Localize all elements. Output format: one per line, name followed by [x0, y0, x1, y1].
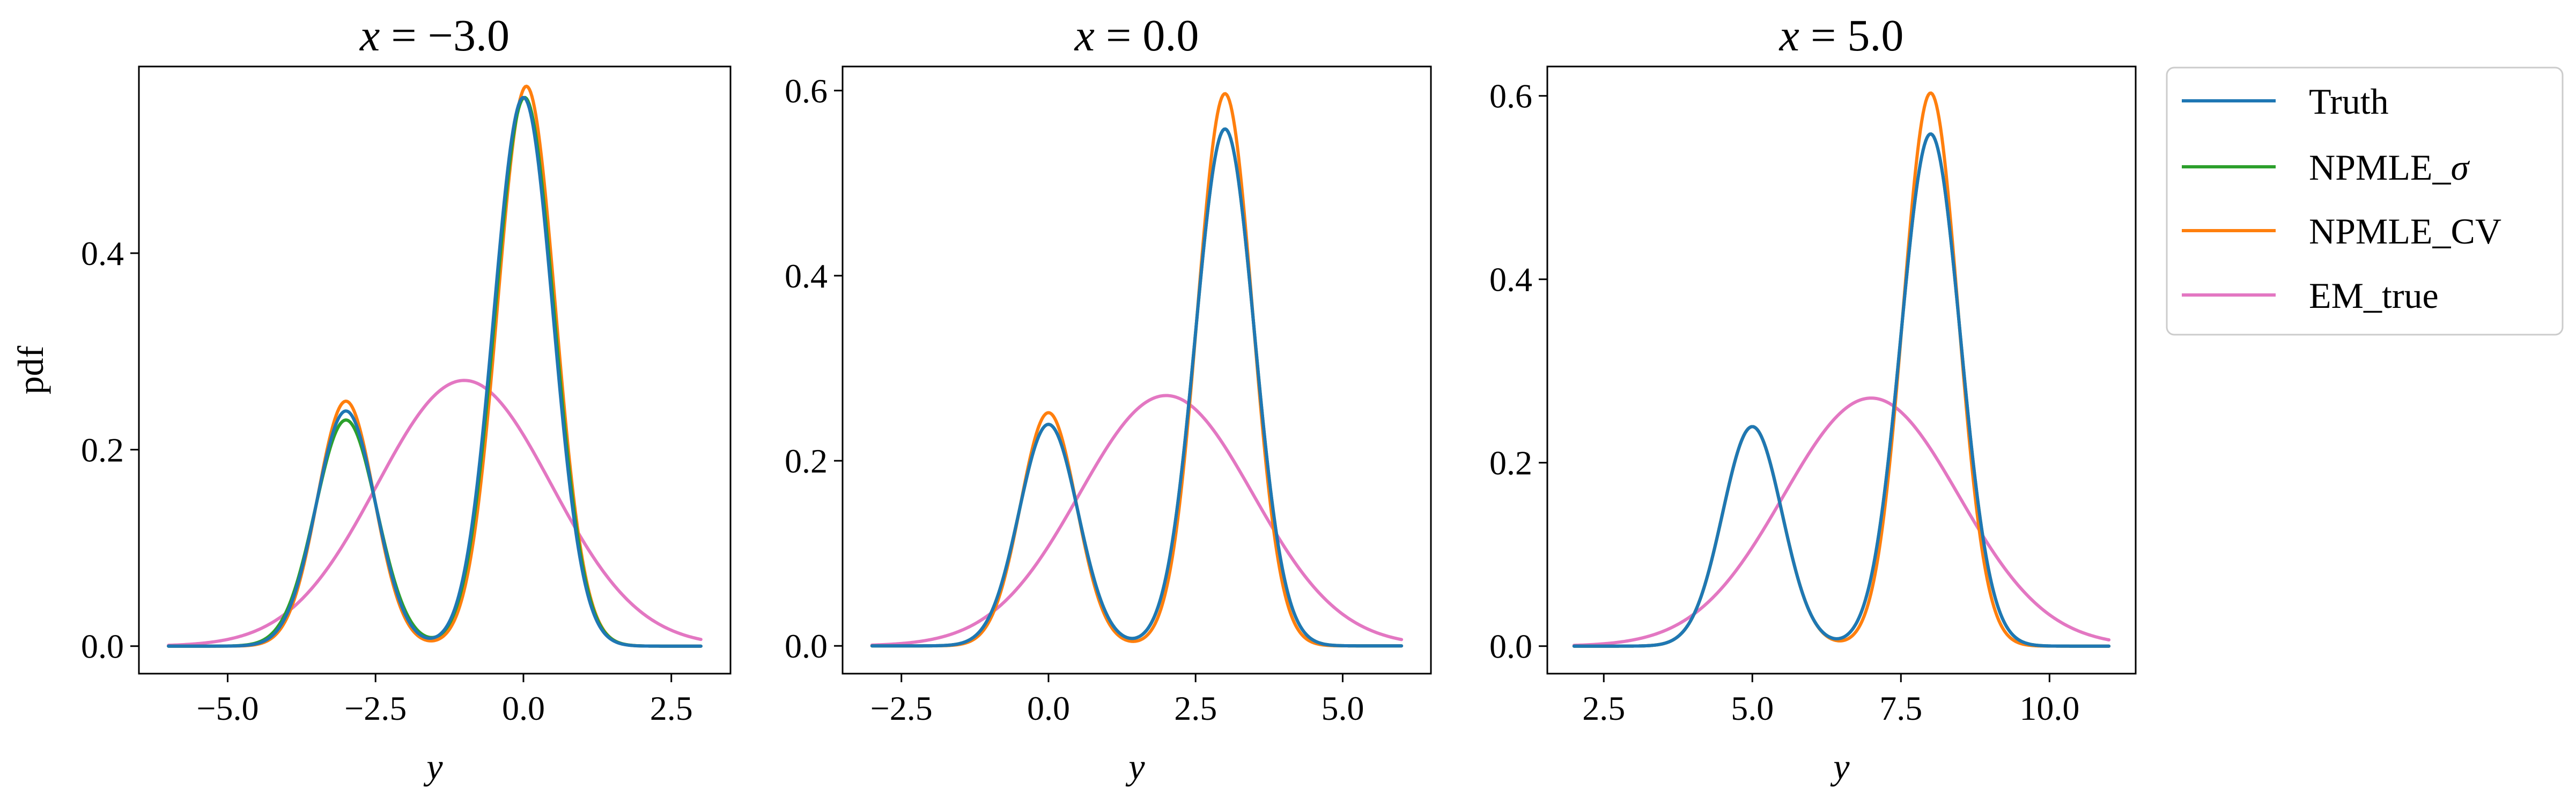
legend-label-npmle-cv: NPMLE_CV	[2309, 211, 2501, 252]
axes-frame-x-5	[1546, 65, 2137, 675]
panel-title-x-neg3: x = −3.0	[359, 11, 510, 61]
y-tick-label: 0.0	[785, 627, 828, 665]
y-tick-label: 0.6	[785, 72, 828, 110]
x-tick-label: 5.0	[1321, 689, 1364, 727]
panel-title-variable: x	[1074, 11, 1095, 61]
x-tick-label: 10.0	[2019, 689, 2079, 727]
x-tick-label: 2.5	[1582, 689, 1625, 727]
x-axis-label-x-neg3: y	[423, 746, 443, 787]
y-tick-label: 0.0	[1489, 628, 1532, 666]
y-tick-label: 0.2	[81, 431, 124, 469]
panel-title-value: = 0.0	[1095, 11, 1199, 61]
panel-title-variable: x	[1778, 11, 1799, 61]
legend-label-truth: Truth	[2309, 81, 2389, 122]
legend-label-npmle-sigma-base: NPMLE_	[2309, 147, 2451, 188]
x-tick-label: −2.5	[344, 689, 407, 727]
x-tick-label: 2.5	[650, 689, 693, 727]
series-line-truth-x-5	[1572, 132, 2111, 648]
legend-frame	[2166, 67, 2564, 336]
panel-title-value: = 5.0	[1799, 11, 1903, 61]
y-tick-label: 0.0	[81, 628, 124, 666]
panel-x-5: 2.5 5.0 7.5 10.0 0.0 0.2 0.4 0.6 y x = 5.0	[1489, 11, 2137, 787]
y-tick-label: 0.4	[1489, 261, 1532, 299]
panel-x-0: −2.5 0.0 2.5 5.0 0.0 0.2 0.4 0.6 y x = 0.0	[785, 11, 1432, 787]
x-tick-label: 7.5	[1879, 689, 1922, 727]
panel-x-neg3: −5.0 −2.5 0.0 2.5 0.0 0.2 0.4 y pdf x = −3.0	[10, 11, 732, 787]
y-tick-label: 0.6	[1489, 77, 1532, 115]
x-tick-label: 0.0	[502, 689, 545, 727]
series-line-em-true-x-0	[870, 394, 1404, 647]
panel-title-x-0: x = 0.0	[1074, 11, 1199, 61]
panel-title-x-5: x = 5.0	[1778, 11, 1904, 61]
panel-title-variable: x	[359, 11, 380, 61]
x-tick-label: 5.0	[1731, 689, 1774, 727]
y-tick-label: 0.2	[785, 442, 828, 480]
y-tick-label: 0.2	[1489, 444, 1532, 482]
series-line-em-true-x-neg3	[167, 379, 703, 647]
y-tick-label: 0.4	[785, 257, 828, 295]
legend: Truth NPMLE_σ NPMLE_CV EM_true	[2166, 67, 2564, 336]
axes-frame-x-0	[842, 65, 1432, 675]
x-tick-label: 2.5	[1174, 689, 1217, 727]
legend-label-npmle-sigma-symbol: σ	[2450, 147, 2470, 188]
x-tick-label: 0.0	[1027, 689, 1070, 727]
y-tick-label: 0.4	[81, 234, 124, 272]
legend-label-em-true: EM_true	[2309, 275, 2439, 316]
axes-frame-x-neg3	[138, 65, 732, 675]
y-axis-label: pdf	[10, 345, 51, 394]
x-tick-label: −5.0	[196, 689, 259, 727]
x-axis-label-x-5: y	[1830, 746, 1850, 787]
series-line-truth-x-neg3	[167, 95, 703, 648]
panel-title-value: = −3.0	[380, 11, 510, 61]
legend-label-npmle-sigma: NPMLE_σ	[2309, 147, 2470, 188]
x-axis-label-x-0: y	[1125, 746, 1145, 787]
series-line-em-true-x-5	[1572, 396, 2111, 647]
x-tick-label: −2.5	[870, 689, 933, 727]
series-line-truth-x-0	[870, 127, 1404, 648]
